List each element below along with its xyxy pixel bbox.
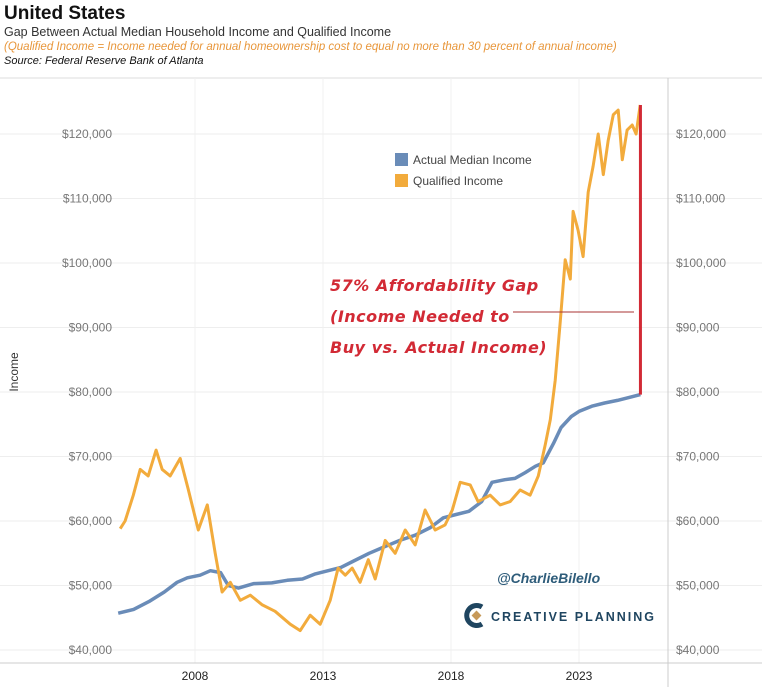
y-tick-label-left: $50,000 xyxy=(69,579,113,593)
y-tick-label-left: $90,000 xyxy=(69,321,113,335)
x-tick-label: 2008 xyxy=(182,669,209,683)
gap-annotation-line-2: (Income Needed to xyxy=(330,307,510,326)
y-tick-label-right: $80,000 xyxy=(676,385,720,399)
svg-text:CREATIVE PLANNING: CREATIVE PLANNING xyxy=(491,610,656,624)
y-tick-label-left: $120,000 xyxy=(62,127,112,141)
legend: Actual Median Income Qualified Income xyxy=(395,153,532,188)
y-tick-label-left: $40,000 xyxy=(69,643,113,657)
y-tick-label-right: $110,000 xyxy=(676,192,725,206)
logo-mark-icon xyxy=(464,603,484,628)
chart-title: United States xyxy=(4,3,126,24)
chart-header: United States Gap Between Actual Median … xyxy=(4,3,617,68)
x-tick-label: 2018 xyxy=(438,669,465,683)
y-tick-label-left: $80,000 xyxy=(69,385,113,399)
legend-swatch-actual xyxy=(395,153,408,166)
qualified-income-line xyxy=(118,104,642,633)
gap-annotation: 57% Affordability Gap (Income Needed to … xyxy=(330,276,634,357)
creative-planning-logo: CREATIVE PLANNING xyxy=(464,603,656,628)
y-axis-label: Income xyxy=(7,352,21,392)
watermark-handle: @CharlieBilello xyxy=(497,570,601,586)
gap-annotation-line-3: Buy vs. Actual Income) xyxy=(330,338,547,357)
legend-label-qualified: Qualified Income xyxy=(413,174,503,188)
y-tick-label-left: $60,000 xyxy=(69,514,113,528)
y-tick-label-left: $70,000 xyxy=(69,450,113,464)
y-tick-label-right: $60,000 xyxy=(676,514,720,528)
chart-source: Source: Federal Reserve Bank of Atlanta xyxy=(4,55,204,67)
y-tick-label-right: $70,000 xyxy=(676,450,720,464)
y-tick-label-right: $40,000 xyxy=(676,643,720,657)
x-tick-label: 2023 xyxy=(566,669,593,683)
legend-label-actual: Actual Median Income xyxy=(413,153,532,167)
legend-swatch-qualified xyxy=(395,174,408,187)
y-tick-label-right: $100,000 xyxy=(676,256,726,270)
y-tick-label-left: $110,000 xyxy=(63,192,112,206)
y-tick-label-right: $90,000 xyxy=(676,321,720,335)
gap-annotation-line-1: 57% Affordability Gap xyxy=(330,276,539,295)
chart-subtitle: Gap Between Actual Median Household Inco… xyxy=(4,25,392,39)
y-tick-label-right: $120,000 xyxy=(676,127,726,141)
y-tick-label-right: $50,000 xyxy=(676,579,720,593)
chart-note: (Qualified Income = Income needed for an… xyxy=(4,41,617,53)
y-tick-label-left: $100,000 xyxy=(62,256,112,270)
x-tick-label: 2013 xyxy=(310,669,337,683)
